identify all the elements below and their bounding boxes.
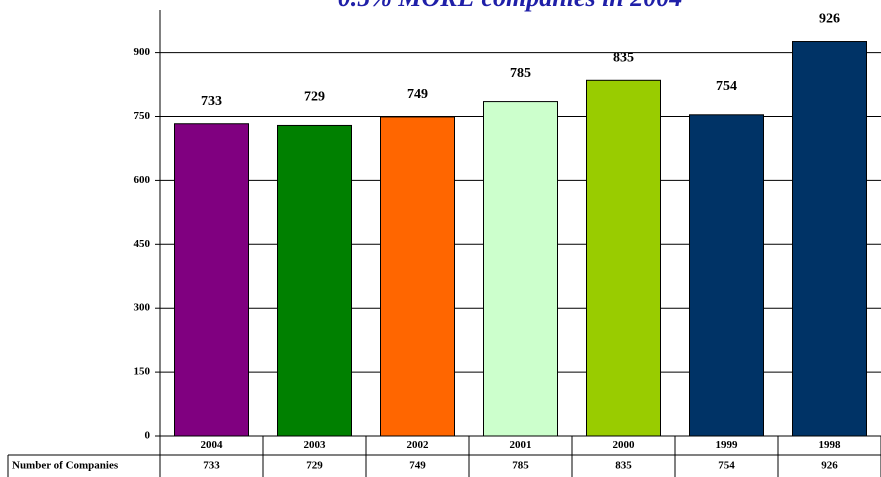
- table-value: 733: [203, 460, 220, 472]
- table-value: 926: [821, 460, 838, 472]
- y-tick-label: 0: [145, 430, 151, 442]
- x-tick-label: 2002: [407, 439, 430, 451]
- bar: [277, 124, 352, 437]
- table-value: 729: [306, 460, 323, 472]
- legend-label: Number of Companies: [12, 460, 119, 472]
- bar: [380, 116, 455, 437]
- bar: [586, 79, 661, 437]
- x-tick-label: 1998: [819, 439, 842, 451]
- data-label: 733: [201, 94, 222, 109]
- data-label: 926: [819, 12, 840, 27]
- table-value: 754: [718, 460, 735, 472]
- bar: [689, 114, 764, 437]
- data-label: 729: [304, 90, 325, 105]
- y-tick-label: 300: [134, 302, 151, 314]
- bar: [174, 123, 249, 437]
- table-value: 835: [615, 460, 632, 472]
- y-tick-label: 600: [134, 174, 151, 186]
- data-label: 785: [510, 66, 531, 81]
- x-tick-label: 1999: [716, 439, 739, 451]
- y-tick-label: 900: [134, 46, 151, 58]
- y-tick-label: 750: [134, 110, 151, 122]
- y-tick-label: 450: [134, 238, 151, 250]
- data-label: 754: [716, 79, 737, 94]
- x-tick-label: 2003: [304, 439, 327, 451]
- bar: [792, 41, 867, 437]
- x-tick-label: 2000: [613, 439, 636, 451]
- x-tick-label: 2001: [510, 439, 532, 451]
- data-label: 835: [613, 51, 634, 66]
- table-value: 785: [512, 460, 529, 472]
- y-tick-label: 150: [134, 366, 151, 378]
- data-label: 749: [407, 87, 428, 102]
- chart-title: 0.5% MORE companies in 2004: [338, 0, 683, 12]
- table-value: 749: [409, 460, 426, 472]
- bar: [483, 101, 558, 437]
- x-tick-label: 2004: [201, 439, 224, 451]
